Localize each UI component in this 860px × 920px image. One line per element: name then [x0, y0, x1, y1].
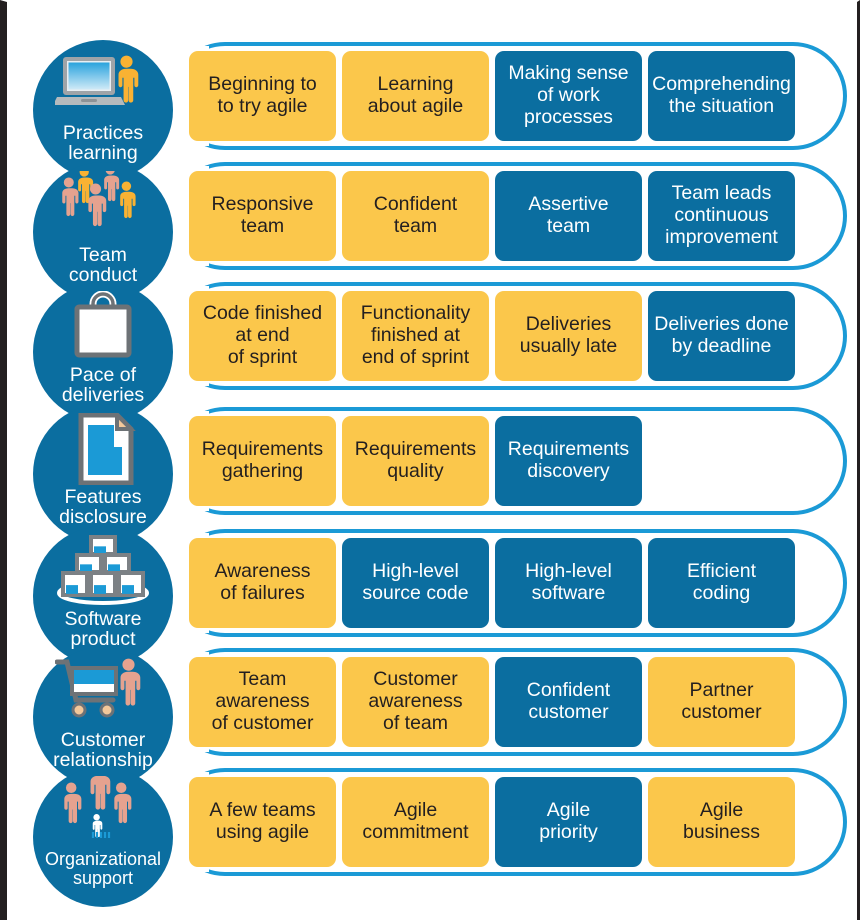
stage-cell[interactable]: Customer awareness of team: [342, 657, 489, 747]
stage-cell[interactable]: Agile priority: [495, 777, 642, 867]
stage-cell[interactable]: High-level software: [495, 538, 642, 628]
stage-cell[interactable]: Requirements gathering: [189, 416, 336, 506]
maturity-row: Code finished at end of sprint Functional…: [119, 282, 847, 390]
stage-cell[interactable]: Beginning to to try agile: [189, 51, 336, 141]
document-icon: [55, 413, 151, 485]
stage-cell[interactable]: Learning about agile: [342, 51, 489, 141]
family-group-icon: [55, 776, 151, 848]
stage-cell-empty: [648, 416, 795, 506]
dimension-circle[interactable]: Software product: [33, 526, 173, 666]
maturity-row: Team awareness of customer Customer aware…: [119, 648, 847, 756]
dimension-circle[interactable]: Pace of deliveries: [33, 282, 173, 422]
people-group-icon: [62, 171, 136, 227]
stage-cell[interactable]: Code finished at end of sprint: [189, 291, 336, 381]
dimension-circle[interactable]: Features disclosure: [33, 404, 173, 544]
dimension-circle[interactable]: Practices learning: [33, 40, 173, 180]
stage-cell-group: Awareness of failures High-level source c…: [189, 538, 795, 628]
stage-cell[interactable]: A few teams using agile: [189, 777, 336, 867]
maturity-row: Awareness of failures High-level source c…: [119, 529, 847, 637]
stage-cell[interactable]: Functionality finished at end of sprint: [342, 291, 489, 381]
stage-cell[interactable]: Assertive team: [495, 171, 642, 261]
stage-cell[interactable]: Confident team: [342, 171, 489, 261]
shopping-bag-icon: [55, 291, 151, 363]
stage-cell-group: Team awareness of customer Customer aware…: [189, 657, 795, 747]
stage-cell[interactable]: Comprehending the situation: [648, 51, 795, 141]
stage-cell[interactable]: Deliveries done by deadline: [648, 291, 795, 381]
dimension-label: Customer relationship: [53, 729, 153, 772]
stage-cell[interactable]: Team awareness of customer: [189, 657, 336, 747]
people-group-icon: [55, 171, 151, 243]
family-group-icon: [64, 776, 132, 838]
dimension-label: Team conduct: [68, 244, 138, 287]
stage-cell[interactable]: Requirements discovery: [495, 416, 642, 506]
stage-cell-group: Responsive team Confident team Assertive t…: [189, 171, 795, 261]
maturity-row: Responsive team Confident team Assertive t…: [119, 162, 847, 270]
stage-cell[interactable]: Agile commitment: [342, 777, 489, 867]
server-stack-icon: [57, 535, 149, 605]
shopping-cart-person-icon: [55, 658, 141, 718]
laptop-person-icon: [55, 49, 151, 121]
shopping-cart-person-icon: [55, 656, 151, 728]
dimension-circle[interactable]: Organizational support: [33, 767, 173, 907]
stage-cell-group: A few teams using agile Agile commitment A…: [189, 777, 795, 867]
server-stack-icon: [55, 535, 151, 607]
stage-cell[interactable]: Deliveries usually late: [495, 291, 642, 381]
stage-cell-group: Code finished at end of sprint Functional…: [189, 291, 795, 381]
stage-cell[interactable]: Responsive team: [189, 171, 336, 261]
dimension-circle[interactable]: Customer relationship: [33, 647, 173, 787]
maturity-row: Beginning to to try agile Learning about …: [119, 42, 847, 150]
stage-cell-group: Requirements gathering Requirements quali…: [189, 416, 795, 506]
dimension-label: Pace of deliveries: [61, 364, 145, 407]
document-icon: [78, 413, 136, 485]
stage-cell[interactable]: Efficient coding: [648, 538, 795, 628]
dimension-label: Organizational support: [44, 849, 162, 888]
dimension-label: Software product: [64, 608, 142, 651]
stage-cell[interactable]: Team leads continuous improvement: [648, 171, 795, 261]
maturity-row: A few teams using agile Agile commitment A…: [119, 768, 847, 876]
laptop-person-icon: [55, 55, 139, 105]
stage-cell[interactable]: Agile business: [648, 777, 795, 867]
stage-cell[interactable]: Making sense of work processes: [495, 51, 642, 141]
stage-cell[interactable]: High-level source code: [342, 538, 489, 628]
dimension-circle[interactable]: Team conduct: [33, 162, 173, 302]
stage-cell[interactable]: Confident customer: [495, 657, 642, 747]
maturity-row: Requirements gathering Requirements quali…: [119, 407, 847, 515]
stage-cell[interactable]: Awareness of failures: [189, 538, 336, 628]
shopping-bag-icon: [74, 291, 132, 358]
dimension-label: Practices learning: [62, 122, 144, 165]
dimension-label: Features disclosure: [59, 486, 147, 529]
stage-cell[interactable]: Requirements quality: [342, 416, 489, 506]
stage-cell-group: Beginning to to try agile Learning about …: [189, 51, 795, 141]
stage-cell[interactable]: Partner customer: [648, 657, 795, 747]
